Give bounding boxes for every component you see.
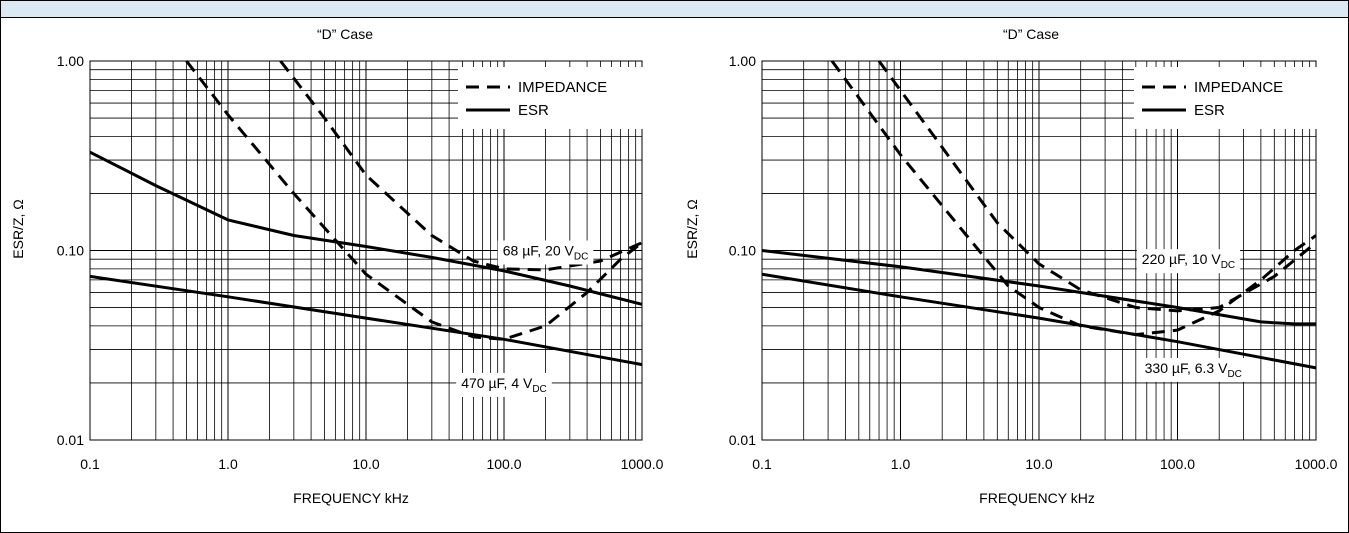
y-tick-label: 0.01 [729, 432, 756, 448]
chart-right: “D” Case ESR/Z, Ω FREQUENCY kHz 0.1 1.0 10… [684, 26, 1338, 506]
annotation-text: 330 µF, 6.3 VDC [1145, 360, 1242, 380]
legend-label: ESR [1194, 102, 1225, 119]
x-tick-label: 0.1 [752, 456, 772, 472]
curve-annotation-0: 68 µF, 20 VDC [497, 240, 594, 265]
curve-annotation-1: 330 µF, 6.3 VDC [1139, 357, 1247, 382]
x-tick-label: 1.0 [891, 456, 911, 472]
y-tick-label: 1.00 [57, 53, 84, 69]
annotation-text: 68 µF, 20 VDC [503, 243, 589, 263]
chart-title: “D” Case [317, 26, 373, 42]
y-axis-title: ESR/Z, Ω [684, 199, 700, 258]
top-bar [1, 1, 1348, 18]
x-tick-label: 1.0 [218, 456, 238, 472]
x-tick-label: 1000.0 [1295, 456, 1338, 472]
x-axis-title: FREQUENCY kHz [293, 490, 409, 506]
annotation-box [1139, 357, 1247, 382]
chart-left: “D” Case ESR/Z, Ω FREQUENCY kHz 0.1 1.0 10… [10, 26, 664, 506]
annotation-box [1136, 249, 1241, 274]
y-tick-label: 0.10 [729, 243, 756, 259]
esr-curve-2 [761, 249, 1316, 326]
esr-curve-3 [89, 274, 643, 367]
x-tick-label: 100.0 [486, 456, 521, 472]
annotation-text: 220 µF, 10 VDC [1142, 251, 1235, 271]
impedance-curve-1 [877, 60, 1317, 313]
y-tick-label: 0.10 [57, 243, 84, 259]
annotation-box [497, 240, 594, 265]
impedance-curve-0 [830, 60, 1317, 337]
legend-box [1134, 67, 1320, 129]
curve-annotation-0: 220 µF, 10 VDC [1136, 249, 1241, 274]
chart-title: “D” Case [1003, 26, 1059, 42]
legend-label: IMPEDANCE [518, 79, 607, 96]
impedance-curve-2 [185, 60, 643, 341]
y-tick-label: 0.01 [57, 432, 84, 448]
esr-curve-1 [89, 150, 643, 306]
curve-annotation-1: 470 µF, 4 VDC [456, 372, 552, 397]
x-tick-label: 0.1 [80, 456, 100, 472]
x-axis-title: FREQUENCY kHz [979, 490, 1095, 506]
x-tick-label: 1000.0 [621, 456, 664, 472]
y-tick-label: 1.00 [729, 53, 756, 69]
legend-label: IMPEDANCE [1194, 79, 1283, 96]
x-tick-label: 10.0 [352, 456, 379, 472]
x-tick-label: 100.0 [1160, 456, 1195, 472]
esr-curve-3 [761, 272, 1317, 370]
y-axis-title: ESR/Z, Ω [10, 199, 26, 258]
legend-label: ESR [518, 102, 549, 119]
annotation-box [456, 372, 552, 397]
annotation-text: 470 µF, 4 VDC [461, 375, 547, 395]
legend-box [458, 67, 644, 129]
x-tick-label: 10.0 [1025, 456, 1052, 472]
